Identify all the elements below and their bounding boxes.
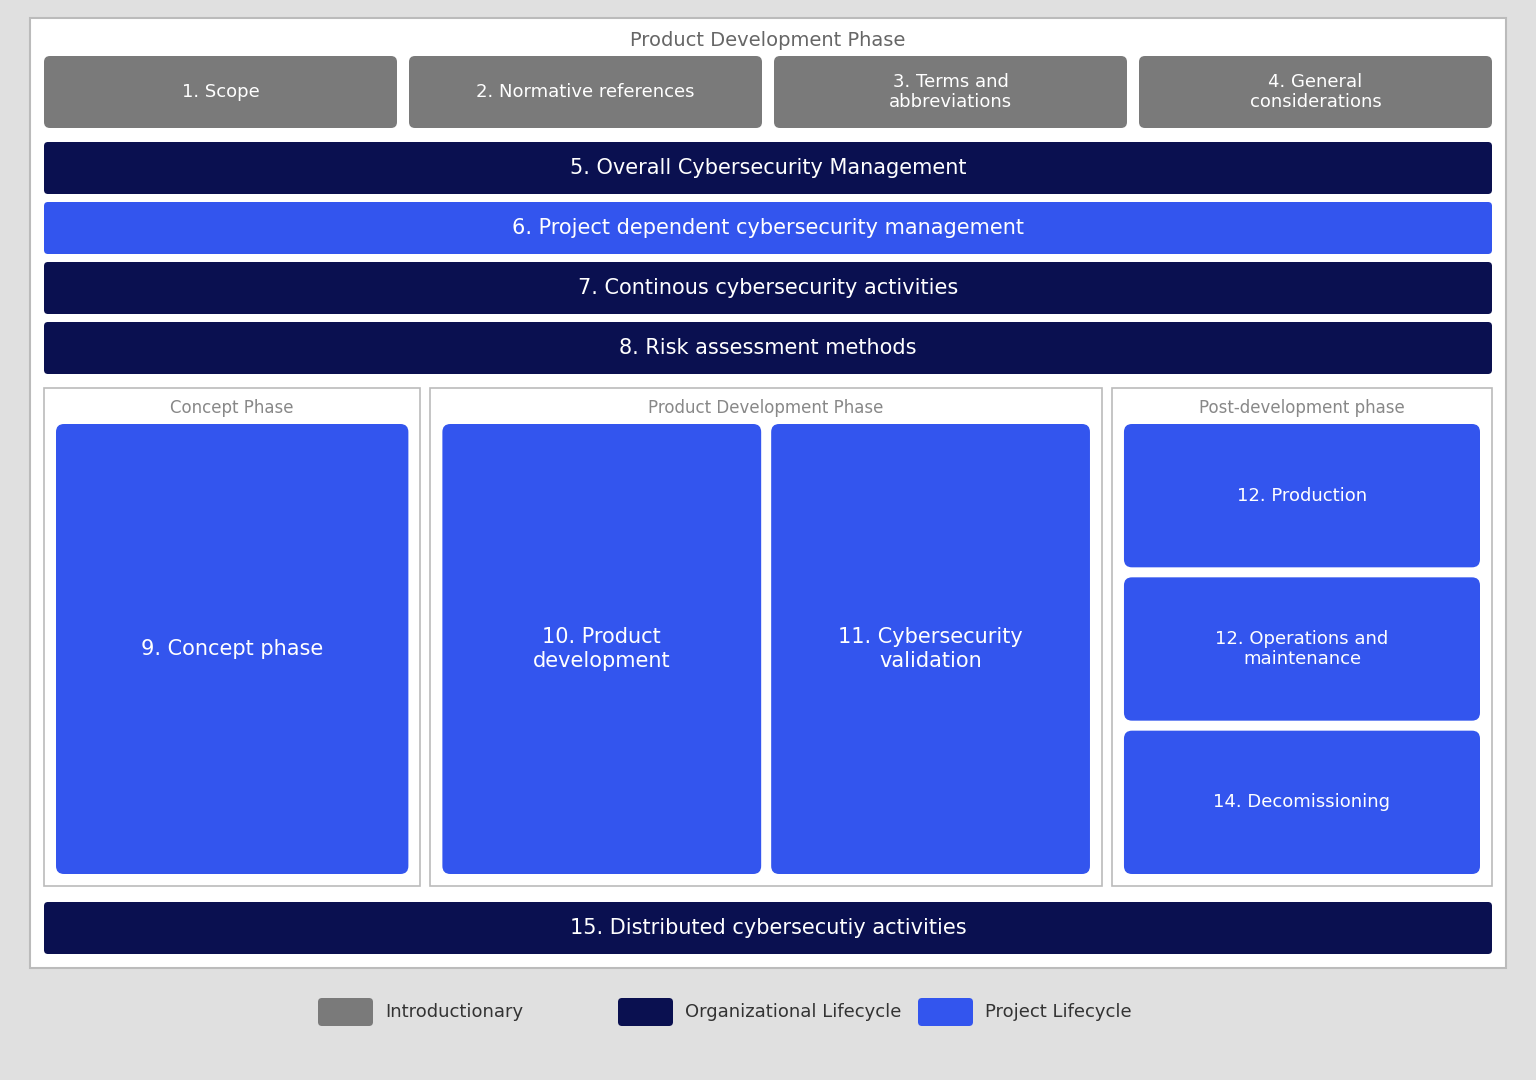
Text: Post-development phase: Post-development phase bbox=[1200, 399, 1405, 417]
FancyBboxPatch shape bbox=[1124, 731, 1481, 874]
FancyBboxPatch shape bbox=[774, 56, 1127, 129]
Text: 4. General
considerations: 4. General considerations bbox=[1250, 72, 1381, 111]
FancyBboxPatch shape bbox=[442, 424, 762, 874]
Text: 10. Product
development: 10. Product development bbox=[533, 627, 671, 671]
Text: Product Development Phase: Product Development Phase bbox=[630, 30, 906, 50]
FancyBboxPatch shape bbox=[45, 56, 396, 129]
FancyBboxPatch shape bbox=[617, 998, 673, 1026]
Bar bbox=[45, 388, 421, 886]
FancyBboxPatch shape bbox=[771, 424, 1091, 874]
Text: 6. Project dependent cybersecurity management: 6. Project dependent cybersecurity manag… bbox=[511, 218, 1025, 238]
Text: 9. Concept phase: 9. Concept phase bbox=[141, 639, 323, 659]
Text: 12. Production: 12. Production bbox=[1236, 487, 1367, 504]
Bar bbox=[31, 18, 1505, 968]
Text: 12. Operations and
maintenance: 12. Operations and maintenance bbox=[1215, 630, 1389, 669]
Text: 3. Terms and
abbreviations: 3. Terms and abbreviations bbox=[889, 72, 1012, 111]
FancyBboxPatch shape bbox=[1124, 424, 1481, 567]
Text: 2. Normative references: 2. Normative references bbox=[476, 83, 694, 102]
Text: Introductionary: Introductionary bbox=[386, 1003, 524, 1021]
FancyBboxPatch shape bbox=[919, 998, 972, 1026]
FancyBboxPatch shape bbox=[409, 56, 762, 129]
Text: Project Lifecycle: Project Lifecycle bbox=[985, 1003, 1132, 1021]
Bar bbox=[1112, 388, 1491, 886]
FancyBboxPatch shape bbox=[1140, 56, 1491, 129]
Text: 14. Decomissioning: 14. Decomissioning bbox=[1213, 794, 1390, 811]
FancyBboxPatch shape bbox=[1124, 578, 1481, 720]
Text: 15. Distributed cybersecutiy activities: 15. Distributed cybersecutiy activities bbox=[570, 918, 966, 939]
FancyBboxPatch shape bbox=[55, 424, 409, 874]
Text: Concept Phase: Concept Phase bbox=[170, 399, 293, 417]
Text: Organizational Lifecycle: Organizational Lifecycle bbox=[685, 1003, 902, 1021]
FancyBboxPatch shape bbox=[45, 141, 1491, 194]
Bar bbox=[430, 388, 1101, 886]
Text: 1. Scope: 1. Scope bbox=[181, 83, 260, 102]
FancyBboxPatch shape bbox=[45, 262, 1491, 314]
Text: Product Development Phase: Product Development Phase bbox=[648, 399, 883, 417]
Text: 8. Risk assessment methods: 8. Risk assessment methods bbox=[619, 338, 917, 357]
FancyBboxPatch shape bbox=[45, 322, 1491, 374]
FancyBboxPatch shape bbox=[45, 902, 1491, 954]
Text: 11. Cybersecurity
validation: 11. Cybersecurity validation bbox=[839, 627, 1023, 671]
Text: 5. Overall Cybersecurity Management: 5. Overall Cybersecurity Management bbox=[570, 158, 966, 178]
FancyBboxPatch shape bbox=[45, 202, 1491, 254]
FancyBboxPatch shape bbox=[318, 998, 373, 1026]
Text: 7. Continous cybersecurity activities: 7. Continous cybersecurity activities bbox=[578, 278, 958, 298]
